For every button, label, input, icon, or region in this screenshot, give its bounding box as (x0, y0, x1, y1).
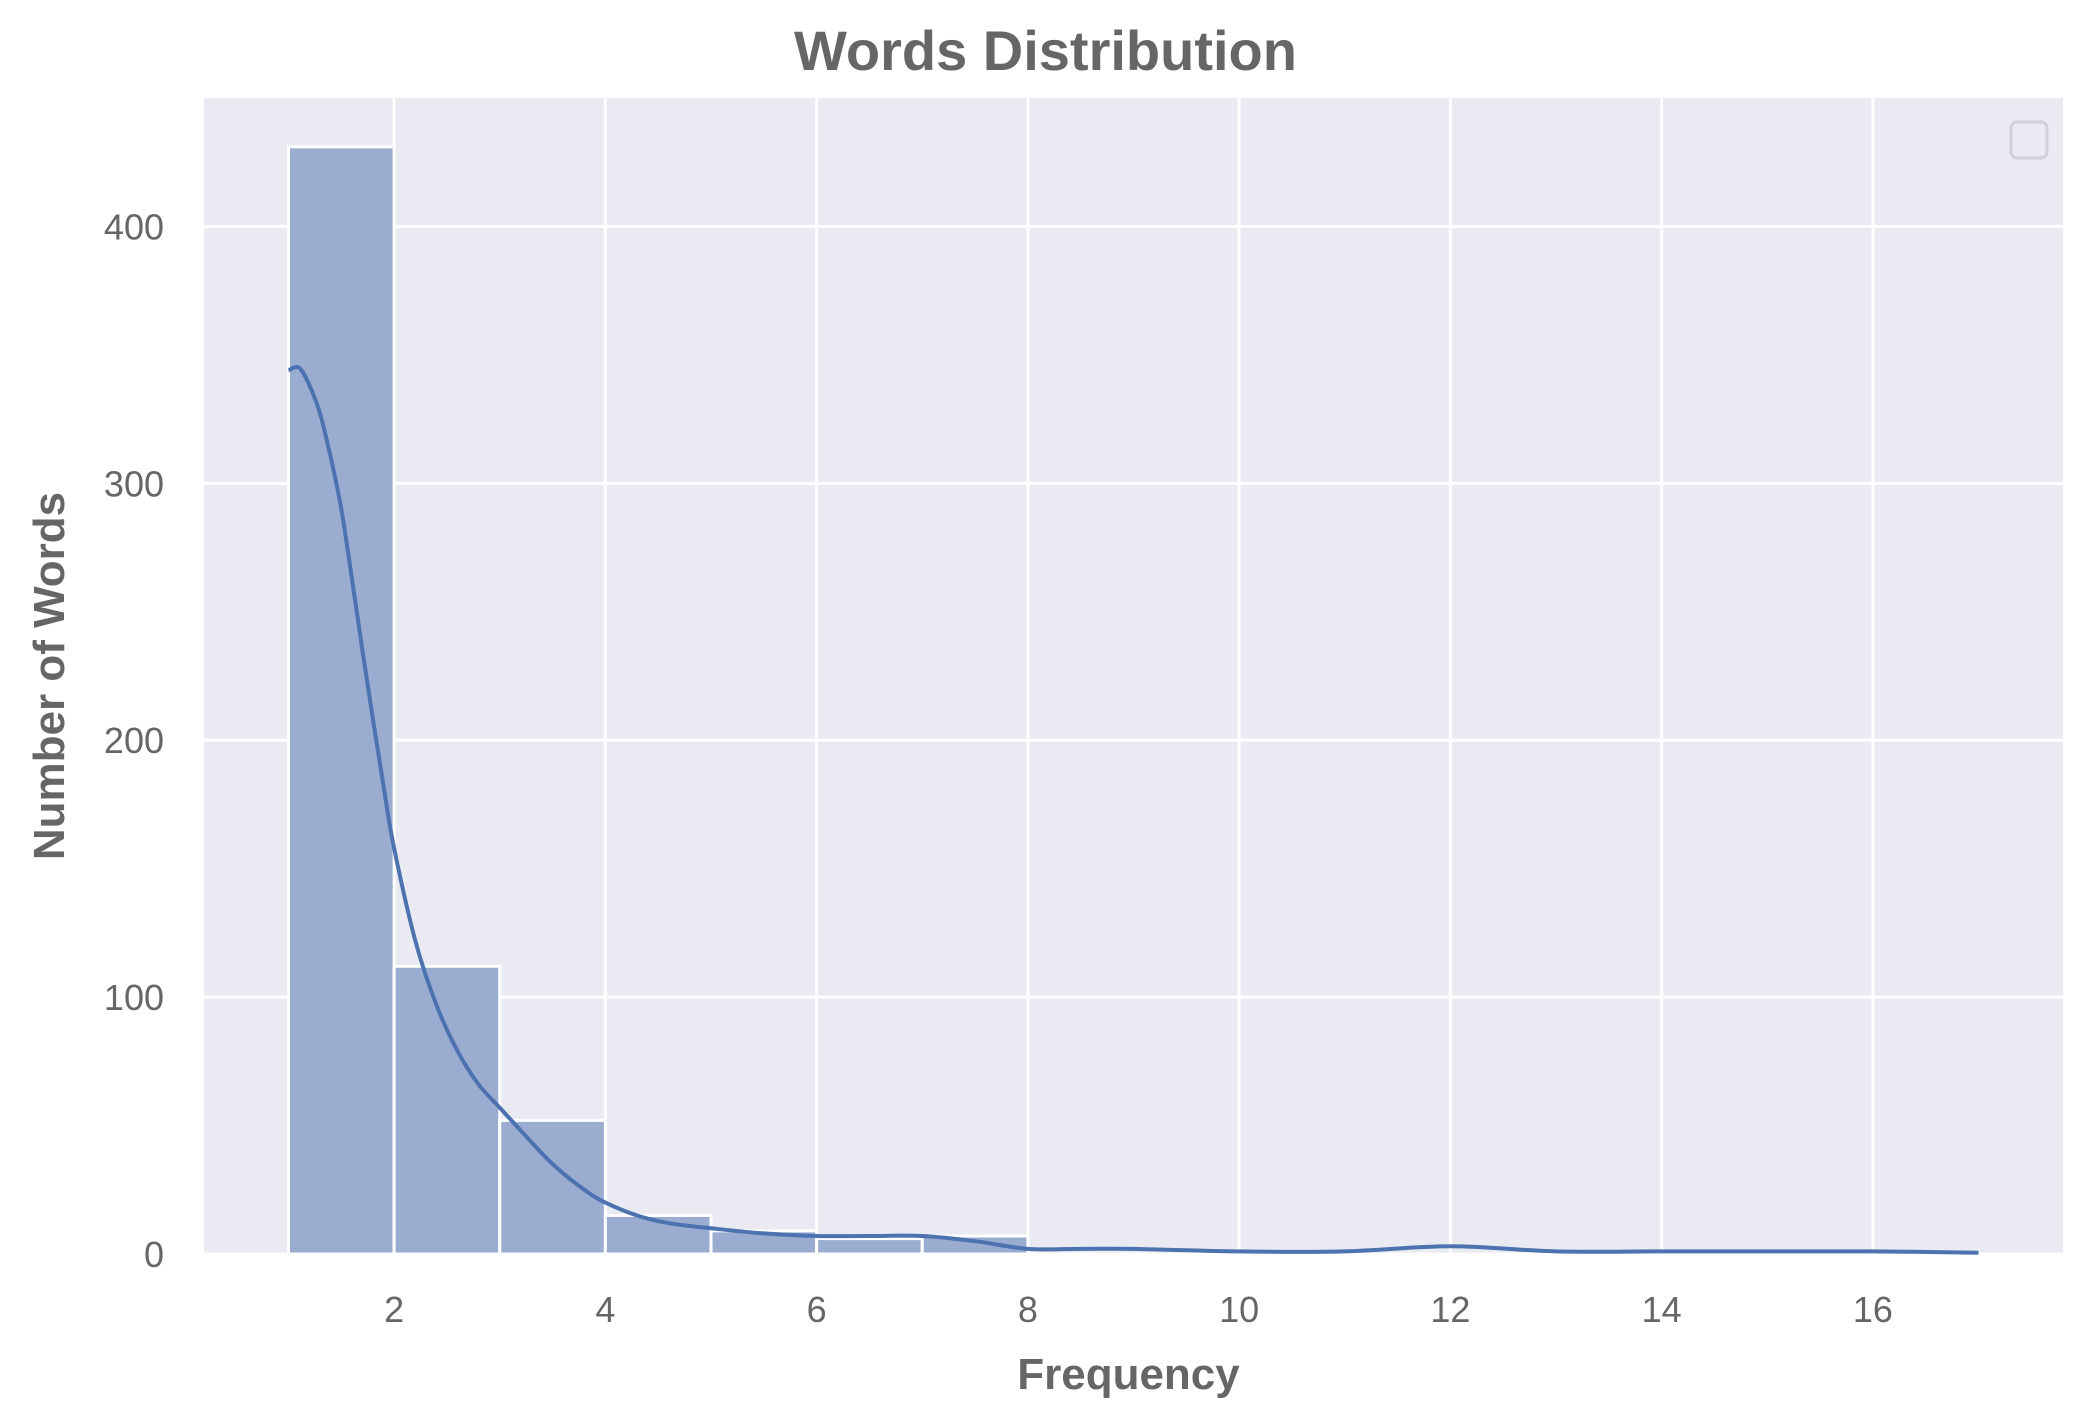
x-tick-label: 14 (1642, 1289, 1682, 1330)
y-tick-label: 100 (104, 977, 164, 1018)
x-axis-label: Frequency (1017, 1350, 1240, 1399)
histogram-bar (392, 964, 502, 1256)
x-tick-label: 16 (1853, 1289, 1893, 1330)
x-tick-label: 12 (1430, 1289, 1470, 1330)
kde-curve (287, 364, 1979, 1255)
y-tick-label: 300 (104, 463, 164, 504)
y-axis-label: Number of Words (25, 492, 74, 860)
legend-box (2009, 120, 2049, 160)
y-tick-labels: 0 100 200 300 400 (104, 206, 164, 1275)
plot-area (204, 98, 2063, 1254)
x-tick-label: 4 (595, 1289, 615, 1330)
chart-title: Words Distribution (794, 19, 1297, 82)
y-tick-label: 400 (104, 206, 164, 247)
histogram-bar (815, 1237, 924, 1256)
grid-lines (204, 98, 2063, 1256)
histogram-bar (920, 1234, 1030, 1256)
x-tick-label: 2 (384, 1289, 404, 1330)
x-tick-labels: 2 4 6 8 10 12 14 16 (384, 1289, 1893, 1330)
x-tick-label: 6 (807, 1289, 827, 1330)
x-tick-label: 8 (1018, 1289, 1038, 1330)
histogram-bars (287, 145, 1030, 1256)
x-tick-label: 10 (1219, 1289, 1259, 1330)
histogram-bar (287, 145, 396, 1256)
y-tick-label: 0 (144, 1234, 164, 1275)
histogram-bar (498, 1118, 607, 1256)
y-tick-label: 200 (104, 720, 164, 761)
